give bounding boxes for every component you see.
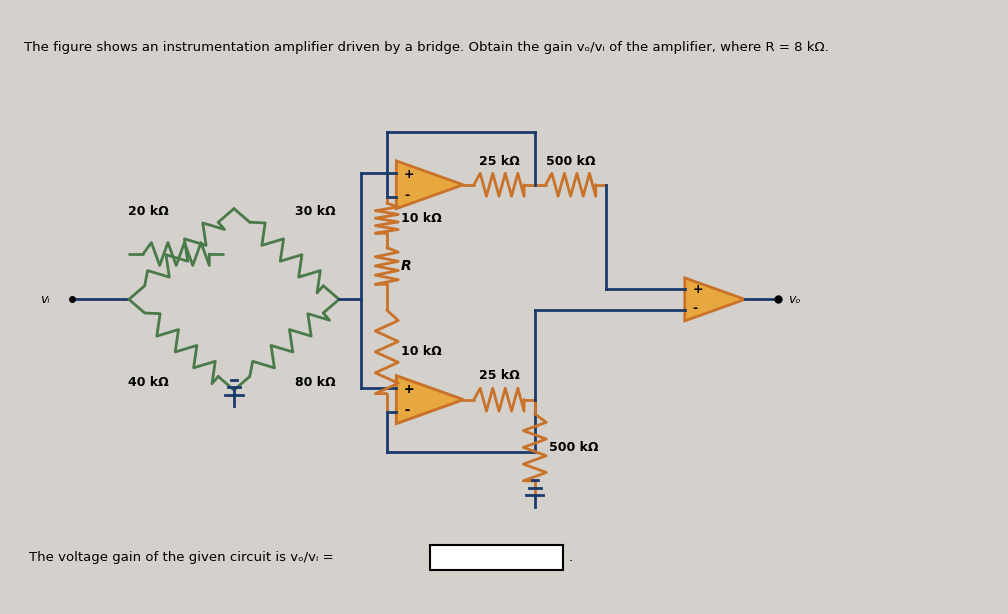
Text: The voltage gain of the given circuit is vₒ/vᵢ =: The voltage gain of the given circuit is… <box>28 551 334 564</box>
Text: 80 kΩ: 80 kΩ <box>295 376 336 389</box>
Text: -: - <box>404 188 409 202</box>
Polygon shape <box>396 161 464 209</box>
Polygon shape <box>396 376 464 424</box>
Text: 500 kΩ: 500 kΩ <box>549 441 599 454</box>
Text: 40 kΩ: 40 kΩ <box>128 376 168 389</box>
Text: 20 kΩ: 20 kΩ <box>128 205 168 218</box>
Text: vᵢ: vᵢ <box>40 293 49 306</box>
Text: -: - <box>404 403 409 417</box>
FancyBboxPatch shape <box>429 545 563 570</box>
Text: -: - <box>404 403 409 417</box>
Text: 30 kΩ: 30 kΩ <box>295 205 336 218</box>
Text: vₒ: vₒ <box>788 293 800 306</box>
Text: 10 kΩ: 10 kΩ <box>401 346 442 359</box>
Text: -: - <box>692 302 698 316</box>
Text: +: + <box>404 168 414 181</box>
Text: R: R <box>401 259 411 273</box>
Text: 25 kΩ: 25 kΩ <box>479 155 519 168</box>
Text: 25 kΩ: 25 kΩ <box>479 370 519 383</box>
Text: .: . <box>569 551 573 564</box>
Text: +: + <box>692 284 703 297</box>
Polygon shape <box>684 278 745 321</box>
Polygon shape <box>396 376 464 424</box>
FancyBboxPatch shape <box>0 14 963 600</box>
Text: 500 kΩ: 500 kΩ <box>546 155 596 168</box>
Text: 10 kΩ: 10 kΩ <box>401 212 442 225</box>
Text: +: + <box>404 383 414 395</box>
Text: The figure shows an instrumentation amplifier driven by a bridge. Obtain the gai: The figure shows an instrumentation ampl… <box>24 42 829 55</box>
Text: +: + <box>404 383 414 395</box>
